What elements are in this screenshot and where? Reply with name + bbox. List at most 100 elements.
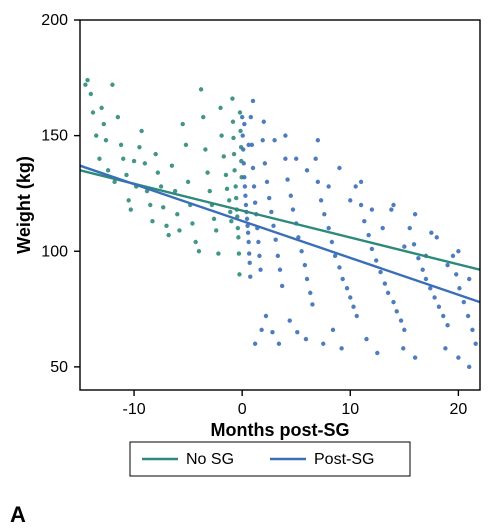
point-post_sg [245, 217, 249, 221]
point-post_sg [310, 302, 314, 306]
point-post_sg [470, 328, 474, 332]
point-no_sg [175, 212, 179, 216]
point-post_sg [375, 351, 379, 355]
point-no_sg [237, 272, 241, 276]
chart-svg: -100102050100150200Months post-SGWeight … [0, 0, 501, 530]
legend-label-post_sg: Post-SG [314, 451, 374, 468]
point-post_sg [321, 342, 325, 346]
point-post_sg [370, 247, 374, 251]
point-no_sg [170, 163, 174, 167]
point-no_sg [231, 120, 235, 124]
point-post_sg [462, 300, 466, 304]
point-post_sg [359, 180, 363, 184]
panel-letter: A [10, 502, 26, 527]
point-post_sg [326, 184, 330, 188]
point-post_sg [278, 268, 282, 272]
point-post_sg [264, 314, 268, 318]
point-no_sg [166, 233, 170, 237]
point-no_sg [139, 129, 143, 133]
point-no_sg [190, 221, 194, 225]
point-post_sg [443, 346, 447, 350]
point-post_sg [252, 184, 256, 188]
point-post_sg [386, 291, 390, 295]
point-post_sg [304, 337, 308, 341]
point-post_sg [263, 161, 267, 165]
legend-label-no_sg: No SG [186, 451, 234, 468]
point-post_sg [249, 115, 253, 119]
point-post_sg [408, 226, 412, 230]
point-post_sg [246, 143, 250, 147]
point-post_sg [378, 270, 382, 274]
point-no_sg [153, 152, 157, 156]
point-post_sg [258, 268, 262, 272]
point-post_sg [256, 240, 260, 244]
point-no_sg [159, 184, 163, 188]
point-no_sg [230, 96, 234, 100]
point-post_sg [259, 328, 263, 332]
point-no_sg [106, 168, 110, 172]
point-no_sg [199, 87, 203, 91]
point-post_sg [305, 168, 309, 172]
point-post_sg [248, 261, 252, 265]
point-post_sg [473, 342, 477, 346]
point-post_sg [413, 355, 417, 359]
point-post_sg [241, 147, 245, 151]
point-post_sg [243, 194, 247, 198]
y-tick-label: 50 [50, 359, 68, 376]
point-post_sg [341, 277, 345, 281]
point-post_sg [270, 330, 274, 334]
point-no_sg [156, 170, 160, 174]
point-post_sg [241, 133, 245, 137]
point-post_sg [391, 300, 395, 304]
point-post_sg [243, 184, 247, 188]
point-no_sg [150, 219, 154, 223]
point-no_sg [236, 235, 240, 239]
point-post_sg [242, 161, 246, 165]
point-no_sg [121, 157, 125, 161]
point-post_sg [271, 224, 275, 228]
point-no_sg [91, 110, 95, 114]
point-no_sg [212, 217, 216, 221]
point-no_sg [231, 136, 235, 140]
legend: No SG Post-SG [130, 442, 410, 476]
point-post_sg [272, 138, 276, 142]
point-post_sg [330, 240, 334, 244]
point-no_sg [219, 133, 223, 137]
point-post_sg [466, 314, 470, 318]
y-axis-label: Weight (kg) [14, 156, 34, 254]
point-post_sg [247, 251, 251, 255]
point-no_sg [126, 198, 130, 202]
point-no_sg [124, 173, 128, 177]
point-post_sg [374, 258, 378, 262]
point-no_sg [161, 205, 165, 209]
point-post_sg [316, 138, 320, 142]
point-no_sg [218, 106, 222, 110]
point-post_sg [366, 233, 370, 237]
point-no_sg [224, 173, 228, 177]
point-post_sg [421, 268, 425, 272]
point-post_sg [326, 226, 330, 230]
point-post_sg [242, 122, 246, 126]
point-post_sg [305, 277, 309, 281]
point-post_sg [355, 314, 359, 318]
point-post_sg [316, 180, 320, 184]
point-no_sg [203, 147, 207, 151]
point-post_sg [331, 328, 335, 332]
point-no_sg [222, 154, 226, 158]
point-post_sg [299, 249, 303, 253]
point-no_sg [229, 219, 233, 223]
point-post_sg [337, 166, 341, 170]
point-post_sg [253, 342, 257, 346]
point-post_sg [337, 265, 341, 269]
point-post_sg [391, 203, 395, 207]
point-no_sg [186, 180, 190, 184]
point-post_sg [401, 346, 405, 350]
point-post_sg [435, 235, 439, 239]
point-post_sg [351, 305, 355, 309]
x-axis-label: Months post-SG [211, 420, 350, 440]
point-post_sg [269, 210, 273, 214]
point-post_sg [451, 254, 455, 258]
point-post_sg [246, 231, 250, 235]
point-post_sg [345, 286, 349, 290]
point-post_sg [280, 284, 284, 288]
